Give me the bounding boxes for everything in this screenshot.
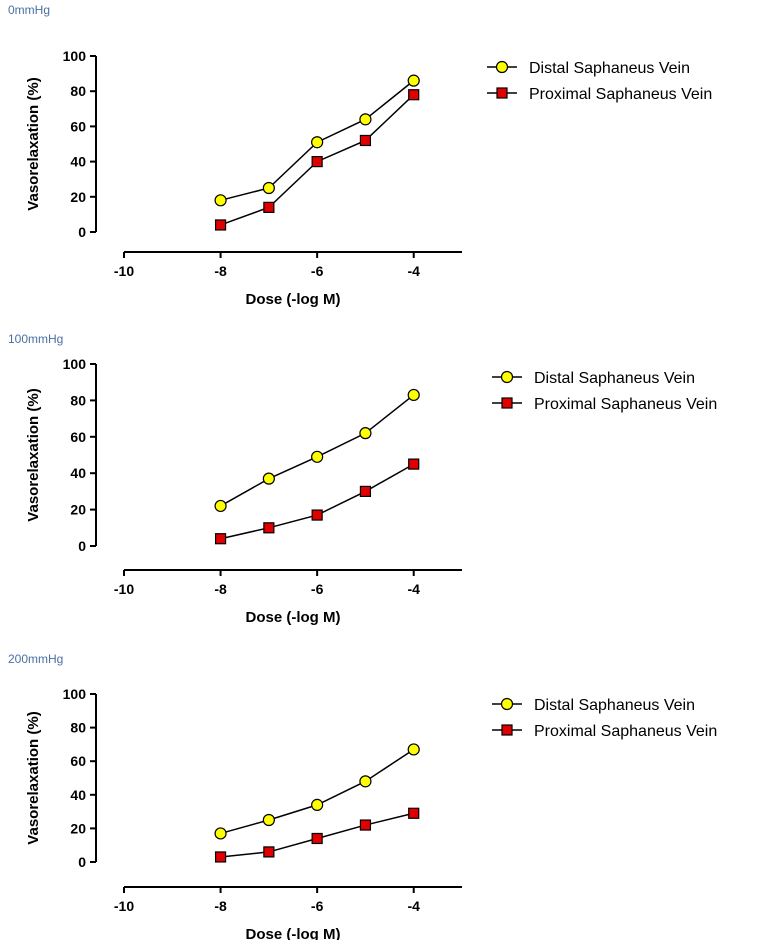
data-point-distal (407, 743, 420, 756)
x-tick-label: -6 (311, 581, 324, 597)
x-tick-label: -8 (214, 898, 227, 914)
y-tick-label: 100 (63, 686, 87, 702)
data-point-proximal (408, 89, 420, 101)
x-tick-label: -8 (214, 263, 227, 279)
y-tick-label: 0 (78, 538, 86, 554)
x-axis-title: Dose (-log M) (246, 609, 341, 626)
y-tick-label: 100 (63, 48, 87, 64)
y-axis-title: Vasorelaxation (%) (25, 711, 42, 844)
data-point-distal (311, 136, 324, 149)
y-tick-label: 60 (70, 118, 86, 134)
y-tick-label: 40 (70, 787, 86, 803)
y-tick-label: 0 (78, 224, 86, 240)
data-point-distal (262, 181, 275, 195)
data-point-distal (214, 499, 227, 513)
legend-label: Distal Saphaneus Vein (534, 370, 695, 387)
legend-label: Distal Saphaneus Vein (534, 697, 695, 714)
data-point-proximal (311, 509, 323, 521)
x-tick-label: -10 (114, 263, 134, 279)
data-point-proximal (214, 851, 227, 863)
y-tick-label: 80 (70, 392, 86, 408)
data-point-distal (359, 775, 372, 788)
legend-marker-distal (500, 370, 514, 384)
x-tick-label: -6 (311, 898, 324, 914)
y-tick-label: 60 (70, 753, 86, 769)
y-tick-label: 40 (70, 465, 86, 481)
data-point-distal (359, 427, 372, 440)
x-tick-label: -4 (407, 263, 420, 279)
data-point-proximal (408, 807, 420, 819)
legend-label: Proximal Saphaneus Vein (534, 396, 717, 413)
y-tick-label: 60 (70, 429, 86, 445)
data-point-proximal (311, 156, 323, 168)
x-tick-label: -10 (114, 898, 134, 914)
x-tick-label: -4 (407, 581, 420, 597)
panel-title: 200mmHg (8, 652, 64, 666)
data-point-proximal (263, 846, 275, 858)
legend-marker-distal (495, 60, 509, 74)
data-point-distal (407, 388, 420, 402)
legend-label: Proximal Saphaneus Vein (529, 86, 712, 103)
x-tick-label: -8 (214, 581, 227, 597)
data-point-distal (262, 472, 275, 485)
y-tick-label: 100 (63, 356, 87, 372)
y-tick-label: 80 (70, 720, 86, 736)
data-point-distal (359, 113, 372, 126)
data-point-proximal (359, 819, 372, 831)
panel-title: 0mmHg (8, 3, 51, 17)
legend-label: Proximal Saphaneus Vein (534, 723, 717, 740)
x-tick-label: -10 (114, 581, 134, 597)
x-axis-title: Dose (-log M) (246, 291, 341, 308)
data-point-proximal (311, 832, 323, 845)
legend-label: Distal Saphaneus Vein (529, 60, 690, 77)
data-point-proximal (408, 458, 420, 470)
y-tick-label: 20 (70, 502, 86, 518)
y-tick-label: 0 (78, 854, 86, 870)
legend-marker-proximal (496, 87, 508, 99)
x-axis-title: Dose (-log M) (246, 926, 341, 940)
y-tick-label: 20 (70, 820, 86, 836)
data-point-distal (311, 798, 324, 811)
y-axis-title: Vasorelaxation (%) (25, 77, 42, 210)
legend-marker-proximal (501, 724, 513, 736)
data-point-proximal (359, 134, 372, 147)
legend-marker-distal (500, 697, 514, 711)
y-axis-title: Vasorelaxation (%) (25, 388, 42, 521)
x-tick-label: -6 (311, 263, 324, 279)
panel-title: 100mmHg (8, 332, 64, 346)
data-point-distal (407, 74, 420, 87)
data-point-proximal (263, 522, 275, 534)
data-point-distal (214, 194, 227, 207)
data-point-proximal (214, 533, 227, 545)
x-tick-label: -4 (407, 898, 420, 914)
y-tick-label: 80 (70, 83, 86, 99)
data-point-distal (262, 813, 275, 827)
data-point-proximal (214, 219, 227, 231)
data-point-distal (311, 450, 324, 463)
data-point-proximal (263, 201, 275, 213)
y-tick-label: 20 (70, 189, 86, 205)
data-point-proximal (359, 485, 372, 497)
legend-marker-proximal (501, 397, 513, 409)
y-tick-label: 40 (70, 154, 86, 170)
data-point-distal (214, 827, 227, 840)
